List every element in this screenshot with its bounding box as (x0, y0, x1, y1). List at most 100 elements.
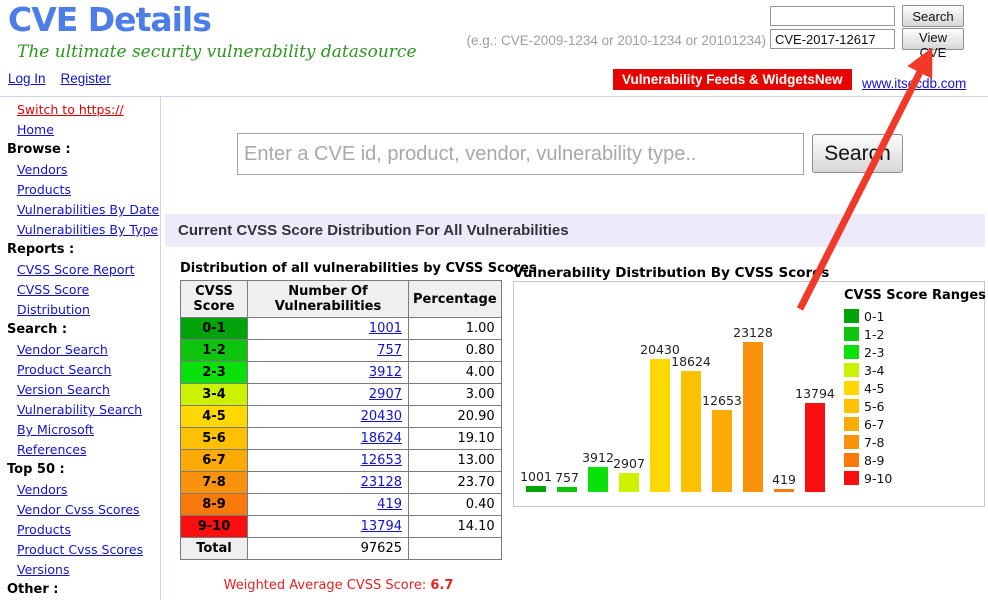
bar-value-label: 20430 (640, 342, 680, 357)
sidebar-link[interactable]: Product Cvss Scores (17, 542, 144, 557)
sidebar-link[interactable]: CVSS Score Report (17, 262, 135, 277)
sidebar-link[interactable]: Versions (17, 562, 70, 577)
main-search-input[interactable] (237, 133, 804, 175)
feeds-banner-label: Vulnerability Feeds & Widgets (622, 72, 815, 87)
total-label-cell: Total (180, 537, 248, 560)
chart-bar (526, 486, 546, 492)
chart-bar (774, 489, 794, 492)
main-search-button[interactable]: Search (812, 134, 903, 173)
percentage-cell: 3.00 (408, 383, 502, 406)
legend-swatch-icon (844, 399, 859, 413)
sidebar-link[interactable]: References (17, 442, 87, 457)
weighted-average: Weighted Average CVSS Score: 6.7 (180, 578, 497, 593)
itsecdb-link[interactable]: www.itsecdb.com (862, 76, 967, 91)
percentage-cell: 19.10 (408, 427, 502, 450)
table-row: 1-2 757 0.80 (180, 339, 502, 362)
table-row: 3-4 2907 3.00 (180, 383, 502, 406)
sidebar-link[interactable]: Product Search (17, 362, 112, 377)
chart-bar-column: 12653 (702, 393, 742, 492)
chart-title: Vulnerability Distribution By CVSS Score… (513, 265, 830, 281)
sidebar-link[interactable]: Version Search (17, 382, 110, 397)
vuln-count-link[interactable]: 3912 (368, 365, 402, 380)
sidebar-link[interactable]: Products (17, 182, 71, 197)
legend-label: 0-1 (864, 308, 885, 324)
vuln-count-link[interactable]: 18624 (360, 431, 402, 446)
table-row: 9-10 13794 14.10 (180, 515, 502, 538)
section-title: Current CVSS Score Distribution For All … (165, 214, 985, 247)
sidebar-link[interactable]: Vulnerabilities By Date (17, 202, 160, 217)
chart-bar (557, 487, 577, 492)
count-cell: 18624 (247, 427, 409, 450)
count-cell: 757 (247, 339, 409, 362)
sidebar-section-header: Reports : (7, 242, 75, 257)
feeds-widgets-banner[interactable]: Vulnerability Feeds & WidgetsNew (613, 69, 852, 90)
login-link[interactable]: Log In (8, 71, 46, 86)
chart-bar-column: 2907 (613, 456, 645, 492)
sidebar-link[interactable]: Vulnerabilities By Type (17, 222, 159, 237)
vuln-count-link[interactable]: 12653 (360, 453, 402, 468)
table-row: 5-6 18624 19.10 (180, 427, 502, 450)
legend-label: 5-6 (864, 398, 885, 414)
header-search-input[interactable] (770, 6, 895, 26)
sidebar-link[interactable]: Vendors (17, 162, 68, 177)
vuln-count-link[interactable]: 23128 (360, 475, 402, 490)
site-tagline: The ultimate security vulnerability data… (17, 42, 417, 62)
sidebar-link[interactable]: Vulnerability Search (17, 402, 143, 417)
weighted-average-value: 6.7 (430, 578, 454, 593)
legend-swatch-icon (844, 381, 859, 395)
site-logo[interactable]: CVE Details (8, 0, 212, 39)
header-search-button[interactable]: Search (902, 5, 964, 27)
count-cell: 12653 (247, 449, 409, 472)
feeds-banner-new-badge: New (814, 72, 843, 87)
chart-bar (588, 467, 608, 492)
percentage-cell: 14.10 (408, 515, 502, 538)
legend-item: 6-7 (844, 415, 986, 433)
legend-swatch-icon (844, 327, 859, 341)
sidebar-link[interactable]: Vendor Cvss Scores (17, 502, 140, 517)
vuln-count-link[interactable]: 757 (377, 343, 402, 358)
table-row: 4-5 20430 20.90 (180, 405, 502, 428)
sidebar-link[interactable]: Vendor Search (17, 342, 108, 357)
chart-legend: CVSS Score Ranges 0-1 1-2 2-3 3-4 4-5 5-6 6-7 7… (844, 288, 986, 487)
count-cell: 20430 (247, 405, 409, 428)
col-header-cvss-score: CVSS Score (180, 280, 248, 318)
sidebar-link[interactable]: By Microsoft (17, 422, 94, 437)
vuln-count-link[interactable]: 13794 (360, 519, 402, 534)
sidebar-link[interactable]: Switch to https:// (17, 102, 124, 117)
sidebar-link[interactable]: Distribution (17, 302, 90, 317)
chart-bar-column: 419 (769, 472, 799, 492)
vuln-count-link[interactable]: 2907 (368, 387, 402, 402)
sidebar-link[interactable]: Home (17, 122, 54, 137)
chart-bar-column: 757 (552, 470, 582, 492)
register-link[interactable]: Register (60, 71, 111, 86)
cvss-range-cell: 8-9 (180, 493, 248, 516)
col-header-percentage: Percentage (408, 280, 502, 318)
chart-bar (619, 473, 639, 492)
legend-title: CVSS Score Ranges (844, 288, 986, 303)
view-cve-button[interactable]: View CVE (902, 28, 964, 60)
cvss-range-cell: 2-3 (180, 361, 248, 384)
legend-swatch-icon (844, 345, 859, 359)
percentage-cell: 0.80 (408, 339, 502, 362)
legend-swatch-icon (844, 309, 859, 323)
legend-label: 9-10 (864, 470, 893, 486)
vuln-count-link[interactable]: 20430 (360, 409, 402, 424)
vuln-count-link[interactable]: 1001 (368, 321, 402, 336)
sidebar-link[interactable]: Vendors (17, 482, 68, 497)
vuln-count-link[interactable]: 419 (377, 497, 402, 512)
sidebar-link[interactable]: CVSS Score (17, 282, 90, 297)
sidebar-link[interactable]: Products (17, 522, 71, 537)
legend-label: 1-2 (864, 326, 885, 342)
legend-swatch-icon (844, 417, 859, 431)
cvss-range-cell: 7-8 (180, 471, 248, 494)
chart-legend-items: 0-1 1-2 2-3 3-4 4-5 5-6 6-7 7-8 8-9 9-10 (844, 307, 986, 487)
legend-swatch-icon (844, 435, 859, 449)
count-cell: 2907 (247, 383, 409, 406)
chart-bar (681, 371, 701, 492)
chart-bar (805, 403, 825, 492)
table-row: 8-9 419 0.40 (180, 493, 502, 516)
legend-item: 8-9 (844, 451, 986, 469)
count-cell: 3912 (247, 361, 409, 384)
cve-id-input[interactable] (770, 29, 895, 49)
chart-bars: 1001 757 3912 2907 20430 18624 12653 23128 419 13… (520, 325, 835, 492)
